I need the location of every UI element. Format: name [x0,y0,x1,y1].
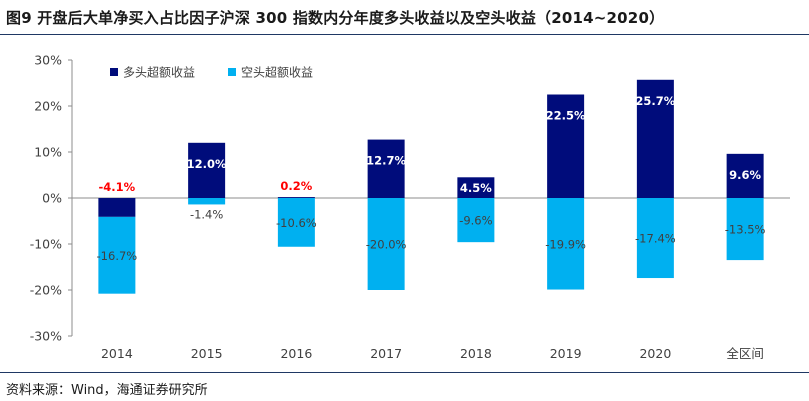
figure-title: 图9 开盘后大单净买入占比因子沪深 300 指数内分年度多头收益以及空头收益（2… [6,9,665,27]
data-label-short-2014: -16.7% [97,249,138,263]
bar-short-2018 [457,198,495,243]
bar-long-2019 [547,94,585,198]
chart-area: -30% -20% -10% 0% 10% 20% 30% -4.1% -16.7% 12.0%… [0,36,809,368]
bars [98,79,764,294]
x-tick-label: 2018 [460,346,492,361]
figure-title-bar: 图9 开盘后大单净买入占比因子沪深 300 指数内分年度多头收益以及空头收益（2… [0,0,809,35]
bar-long-2014 [98,198,136,217]
bar-chart: -30% -20% -10% 0% 10% 20% 30% -4.1% -16.7% 12.0%… [30,53,790,361]
bar-long-全区间 [726,153,764,198]
y-tick-label: -20% [30,283,62,298]
legend-label-long: 多头超额收益 [123,65,195,80]
legend-swatch-long [110,68,118,76]
y-tick-label: -30% [30,329,62,344]
data-label-short-2017: -20.0% [366,238,407,252]
data-label-long-2016: 0.2% [280,179,312,193]
x-tick-label: 全区间 [726,346,764,361]
bar-short-全区间 [726,198,764,261]
legend-swatch-short [228,68,236,76]
y-tick-label: 20% [34,99,62,114]
bar-long-2016 [277,197,315,198]
data-label-short-2020: -17.4% [635,232,676,246]
data-label-short-2016: -10.6% [276,216,317,230]
bar-short-2017 [367,198,405,290]
bar-short-2015 [188,198,226,205]
data-label-long-2020: 25.7% [635,94,675,108]
legend: 多头超额收益 空头超额收益 [110,65,313,80]
y-tick-label: -10% [30,237,62,252]
data-label-long-全区间: 9.6% [729,168,761,182]
bar-short-2014 [98,216,136,294]
bar-long-2018 [457,177,495,198]
data-label-long-2015: 12.0% [187,157,227,171]
x-tick-label: 2020 [639,346,671,361]
data-label-short-2018: -9.6% [459,214,492,228]
y-axis: -30% -20% -10% 0% 10% 20% 30% [30,53,790,344]
data-labels: -4.1% -16.7% 12.0% -1.4% 0.2% -10.6% 12.7% -20.… [97,94,766,263]
y-tick-label: 30% [34,53,62,68]
bar-long-2015 [188,142,226,198]
bar-long-2017 [367,139,405,198]
x-tick-label: 2015 [191,346,223,361]
x-tick-label: 2014 [101,346,133,361]
data-label-long-2017: 12.7% [366,154,406,168]
data-label-long-2014: -4.1% [99,180,136,194]
data-label-short-全区间: -13.5% [725,223,766,237]
x-tick-label: 2016 [280,346,312,361]
bar-short-2019 [547,198,585,290]
footer-divider [0,372,809,373]
data-label-short-2019: -19.9% [545,237,586,251]
y-tick-label: 0% [42,191,62,206]
source-note: 资料来源：Wind，海通证券研究所 [6,383,208,398]
data-label-short-2015: -1.4% [190,207,223,221]
bar-long-2020 [636,79,674,198]
data-label-long-2018: 4.5% [460,181,492,195]
x-axis: 2014 2015 2016 2017 2018 2019 2020 全区间 [101,346,764,361]
x-tick-label: 2019 [550,346,582,361]
legend-label-short: 空头超额收益 [241,65,313,80]
bar-short-2020 [636,198,674,279]
bar-short-2016 [277,198,315,247]
x-tick-label: 2017 [370,346,402,361]
data-label-long-2019: 22.5% [546,109,586,123]
y-tick-label: 10% [34,145,62,160]
